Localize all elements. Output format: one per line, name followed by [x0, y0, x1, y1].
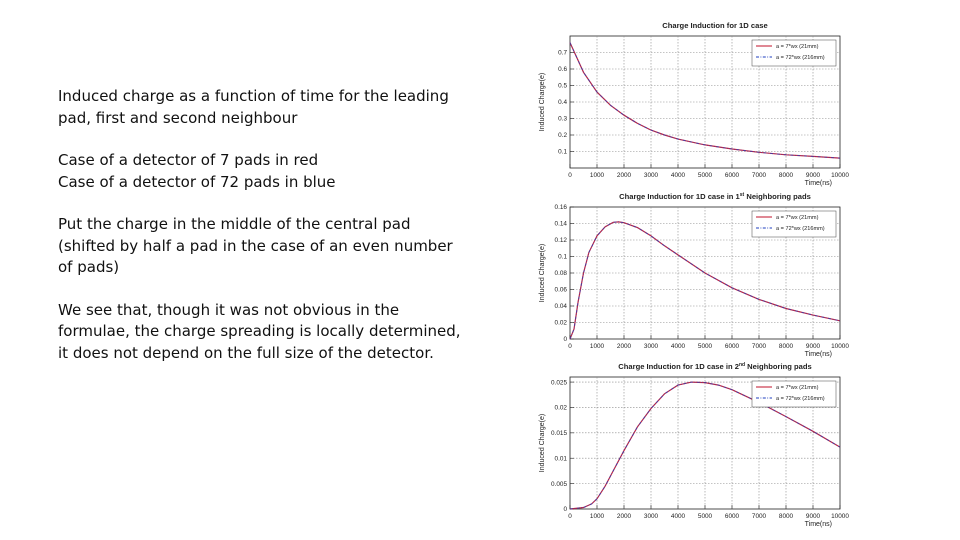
y-tick-label: 0.025 [551, 379, 567, 386]
y-tick-label: 0.08 [555, 270, 568, 277]
x-tick-label: 1000 [590, 513, 605, 520]
x-tick-label: 9000 [806, 343, 821, 350]
y-tick-label: 0.06 [555, 287, 568, 294]
paragraph-charge-placement: Put the charge in the middle of the cent… [58, 215, 453, 276]
y-tick-label: 0.5 [558, 83, 567, 90]
x-tick-label: 6000 [725, 513, 740, 520]
chart-title: Charge Induction for 1D case in 1st Neig… [619, 192, 811, 201]
y-axis-label: Induced Charge(e) [539, 73, 546, 131]
legend-box [751, 380, 837, 408]
chart-svg-2: Charge Induction for 1D case in 1st Neig… [539, 192, 849, 358]
chart-second-neighbour: Charge Induction for 1D case in 2nd Neig… [530, 359, 850, 528]
x-axis-label: Time(ns) [805, 180, 832, 187]
chart-title-main: Charge Induction for 1D case in 2 [618, 362, 739, 371]
legend-label: a = 72*wx (216mm) [776, 55, 825, 61]
x-tick-label: 8000 [779, 513, 794, 520]
x-tick-label: 4000 [671, 513, 686, 520]
x-tick-label: 8000 [779, 172, 794, 179]
y-tick-label: 0.4 [558, 99, 567, 106]
chart-title: Charge Induction for 1D case in 2nd Neig… [618, 362, 811, 371]
y-tick-label: 0.12 [555, 237, 568, 244]
y-tick-label: 0.005 [551, 481, 567, 488]
chart-svg-1: Charge Induction for 1D case 0 1000 2000 300… [539, 21, 849, 187]
chart-title-suffix: Neighboring pads [744, 192, 811, 201]
chart-first-neighbour: Charge Induction for 1D case in 1st Neig… [530, 189, 850, 358]
description-text: Induced charge as a function of time for… [58, 86, 468, 385]
y-tick-label: 0.1 [558, 149, 567, 156]
chart-title-main: Charge Induction for 1D case in 1 [619, 192, 740, 201]
x-tick-label: 7000 [752, 343, 767, 350]
legend-label: a = 7*wx (21mm) [776, 215, 819, 221]
x-tick-label: 6000 [725, 172, 740, 179]
legend-label: a = 72*wx (216mm) [776, 396, 825, 402]
x-tick-label: 0 [568, 513, 572, 520]
x-tick-label: 0 [568, 172, 572, 179]
y-tick-label: 0.1 [558, 254, 567, 261]
series-line-72-pads [569, 221, 841, 340]
y-tick-label: 0.14 [555, 221, 568, 228]
x-axis-label: Time(ns) [805, 521, 832, 528]
paragraph-conclusion: We see that, though it was not obvious i… [58, 300, 461, 362]
chart-title-sup: nd [739, 362, 745, 368]
legend-label: a = 7*wx (21mm) [776, 44, 819, 50]
x-tick-label: 9000 [806, 513, 821, 520]
x-tick-label: 2000 [617, 172, 632, 179]
x-tick-label: 4000 [671, 343, 686, 350]
x-tick-label: 5000 [698, 172, 713, 179]
x-tick-label: 10000 [831, 513, 849, 520]
y-tick-label: 0.2 [558, 132, 567, 139]
x-tick-label: 8000 [779, 343, 794, 350]
legend-label: a = 72*wx (216mm) [776, 226, 825, 232]
y-tick-label: 0.7 [558, 50, 567, 57]
x-tick-label: 2000 [617, 513, 632, 520]
y-tick-label: 0.16 [555, 204, 568, 211]
y-tick-label: 0 [563, 336, 567, 343]
legend: a = 7*wx (21mm) a = 72*wx (216mm) [751, 210, 837, 238]
x-tick-label: 3000 [644, 513, 659, 520]
y-tick-label: 0 [563, 506, 567, 513]
chart-title-suffix: Neighboring pads [745, 362, 812, 371]
y-tick-label: 0.01 [555, 455, 568, 462]
y-tick-label: 0.02 [555, 320, 568, 327]
x-tick-label: 6000 [725, 343, 740, 350]
legend-box [751, 210, 837, 238]
x-tick-label: 7000 [752, 513, 767, 520]
x-tick-label: 9000 [806, 172, 821, 179]
legend: a = 7*wx (21mm) a = 72*wx (216mm) [751, 39, 837, 67]
y-tick-label: 0.02 [555, 405, 568, 412]
chart-title-sup: st [740, 192, 745, 198]
x-tick-label: 4000 [671, 172, 686, 179]
chart-svg-3: Charge Induction for 1D case in 2nd Neig… [539, 362, 849, 528]
paragraph-detector-cases: Case of a detector of 7 pads in red Case… [58, 151, 336, 191]
y-tick-label: 0.6 [558, 66, 567, 73]
y-tick-label: 0.3 [558, 116, 567, 123]
legend: a = 7*wx (21mm) a = 72*wx (216mm) [751, 380, 837, 408]
chart-leading-pad: Charge Induction for 1D case 0 1000 2000 300… [530, 18, 850, 187]
x-tick-label: 10000 [831, 172, 849, 179]
x-axis-label: Time(ns) [805, 351, 832, 358]
x-tick-label: 2000 [617, 343, 632, 350]
y-tick-label: 0.015 [551, 430, 567, 437]
y-axis-label: Induced Charge(e) [539, 414, 546, 472]
chart-title-main: Charge Induction for 1D case [662, 21, 768, 30]
x-tick-label: 10000 [831, 343, 849, 350]
x-tick-label: 5000 [698, 343, 713, 350]
x-tick-label: 1000 [590, 343, 605, 350]
x-tick-label: 0 [568, 343, 572, 350]
x-tick-label: 3000 [644, 343, 659, 350]
chart-title: Charge Induction for 1D case [662, 21, 768, 30]
x-tick-label: 5000 [698, 513, 713, 520]
legend-box [751, 39, 837, 67]
legend-label: a = 7*wx (21mm) [776, 385, 819, 391]
paragraph-overview: Induced charge as a function of time for… [58, 87, 449, 127]
x-tick-label: 1000 [590, 172, 605, 179]
y-tick-label: 0.04 [555, 303, 568, 310]
series-line-72-pads [569, 42, 841, 159]
x-tick-label: 3000 [644, 172, 659, 179]
x-tick-label: 7000 [752, 172, 767, 179]
y-axis-label: Induced Charge(e) [539, 244, 546, 302]
